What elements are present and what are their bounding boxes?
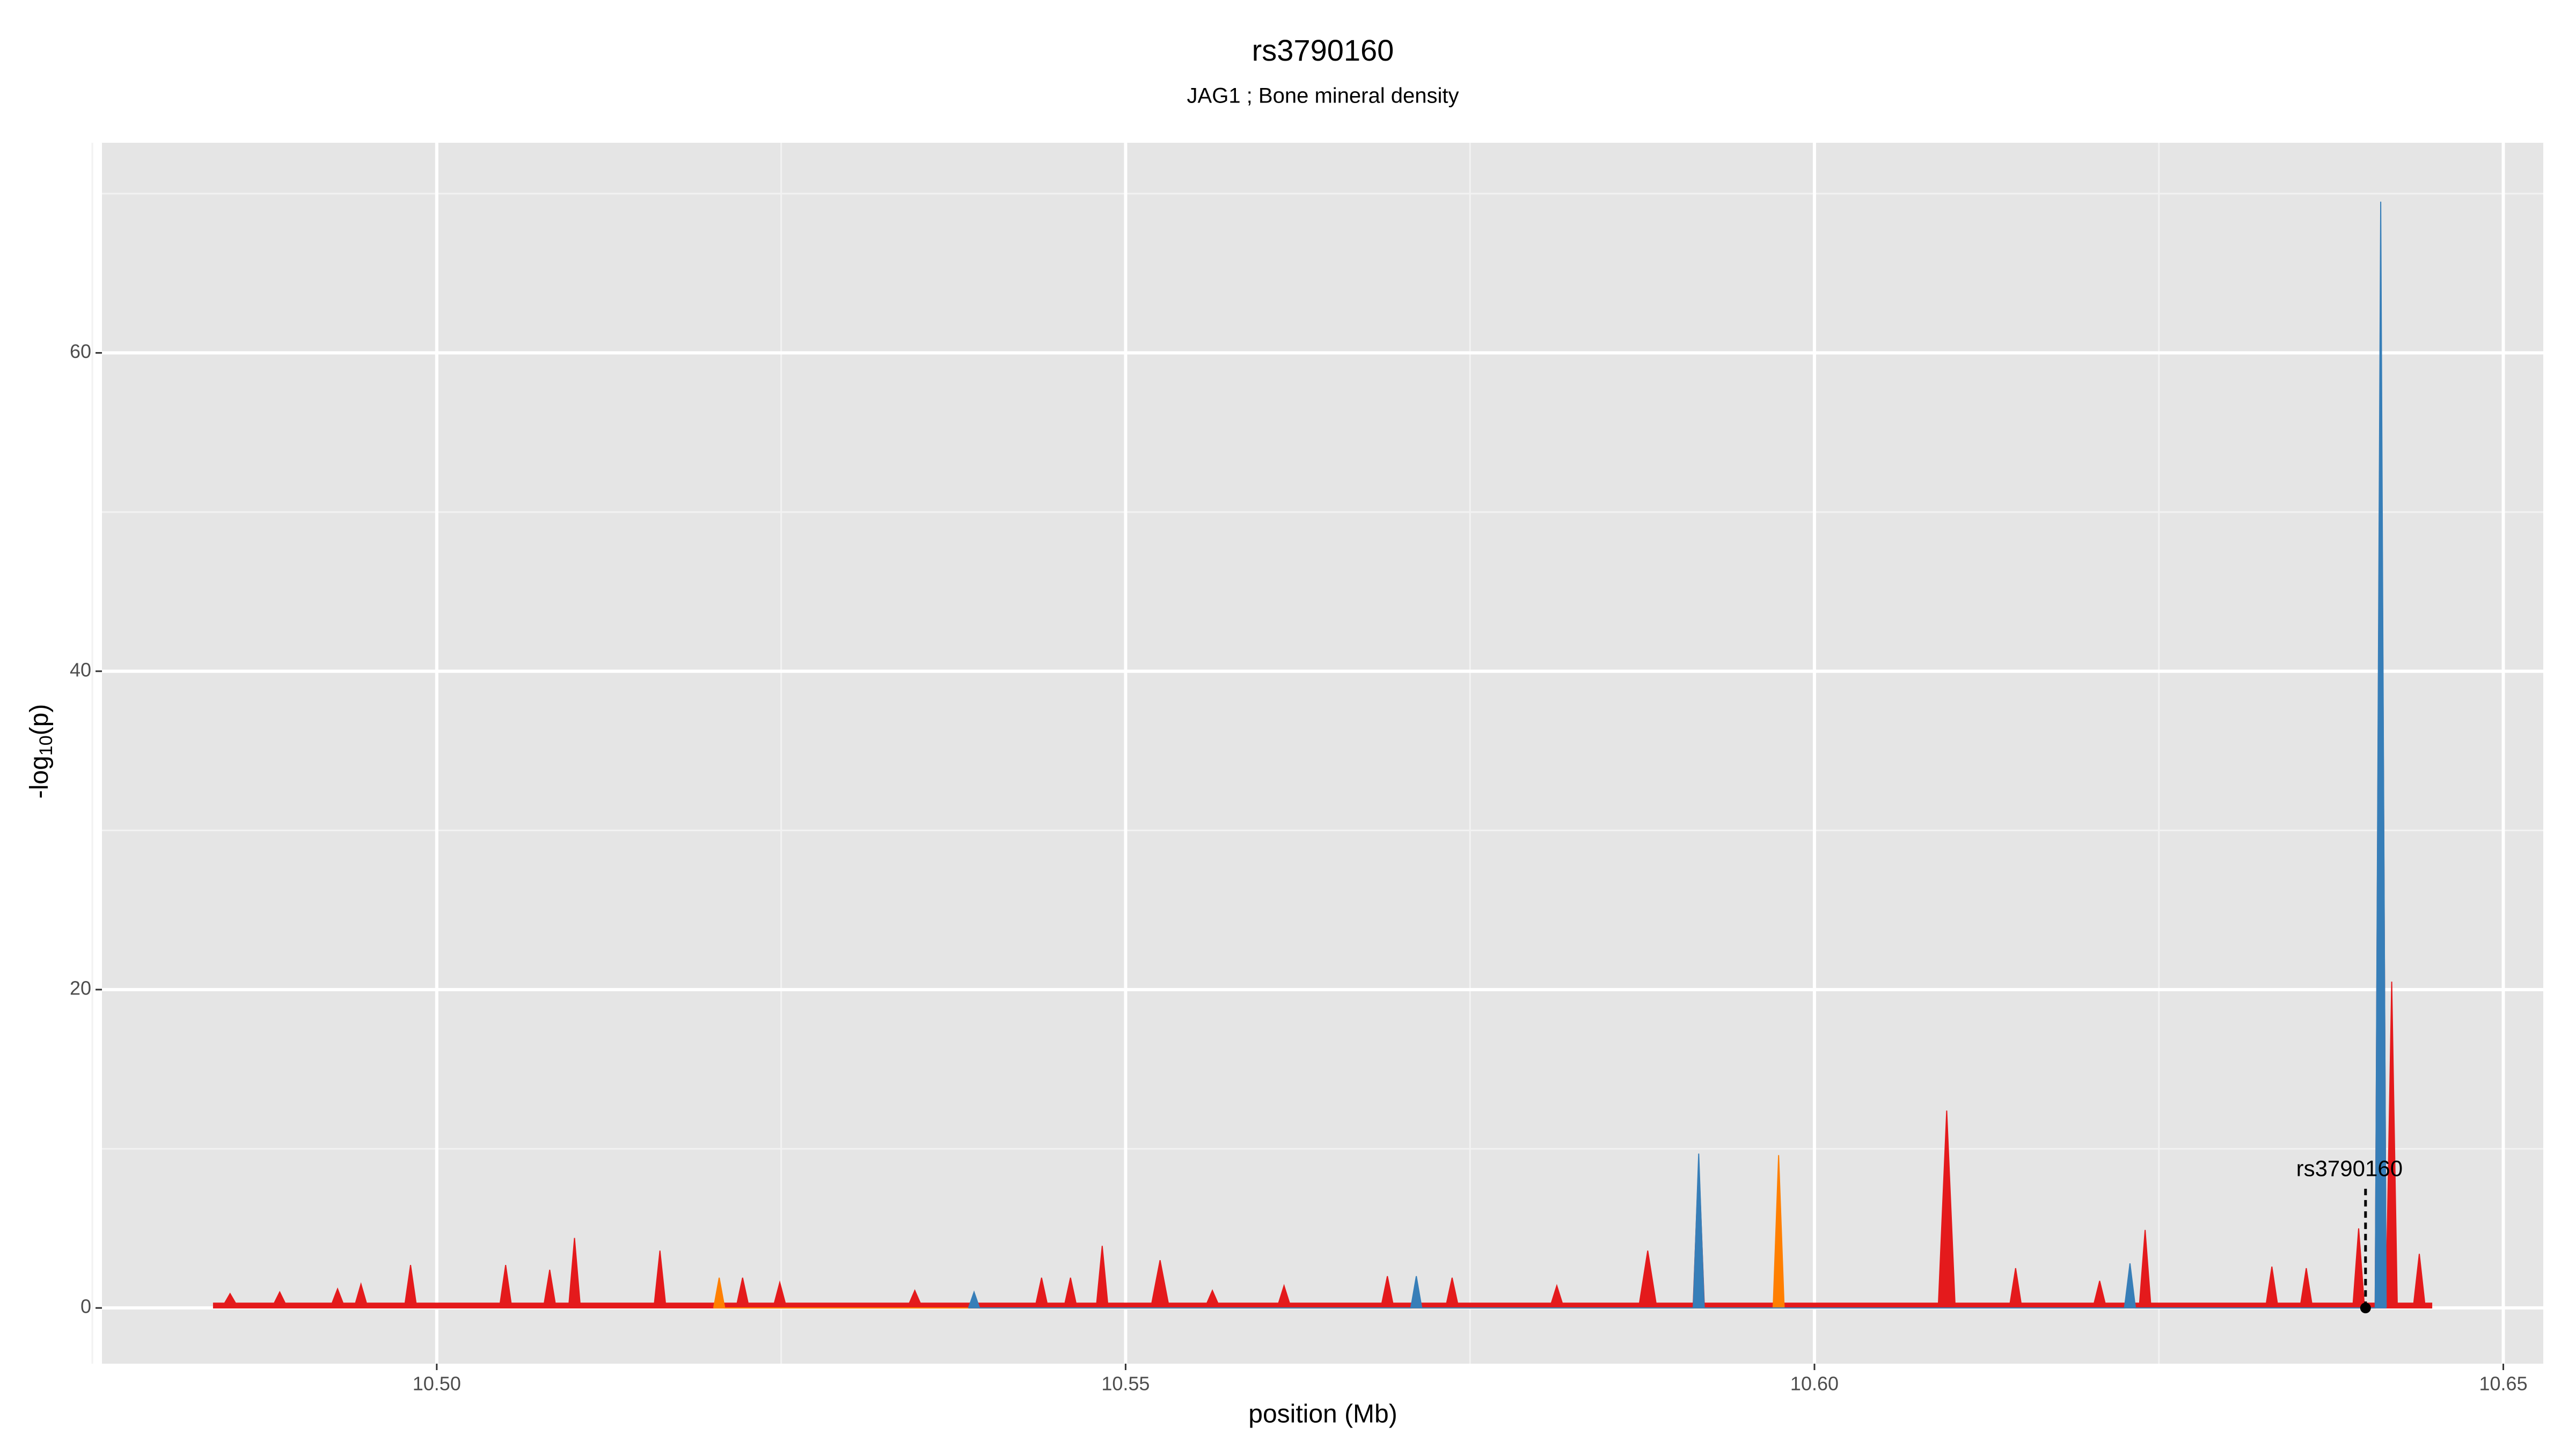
y-tick-label: 0 [80,1296,91,1318]
annotation-label: rs3790160 [2296,1155,2403,1181]
x-tick-label: 10.65 [2479,1373,2528,1395]
area [968,201,2387,1309]
y-label-part: -log [25,756,54,799]
y-tick-label: 20 [70,977,91,999]
y-label-part: (p) [25,704,54,736]
y-axis-label: -log10(p) [25,704,56,799]
y-label-subscript: 10 [36,735,56,756]
x-tick-label: 10.60 [1790,1373,1839,1395]
chart-subtitle: JAG1 ; Bone mineral density [1187,84,1459,108]
y-tick-label: 60 [70,340,91,362]
x-axis-label: position (Mb) [1248,1400,1397,1429]
y-tick-label: 40 [70,658,91,680]
x-tick-label: 10.50 [413,1373,461,1395]
annotation-point [2360,1302,2371,1314]
area [213,257,2433,1309]
plot-background [102,143,2543,1364]
x-tick-label: 10.55 [1101,1373,1150,1395]
chart-title: rs3790160 [1252,33,1394,67]
